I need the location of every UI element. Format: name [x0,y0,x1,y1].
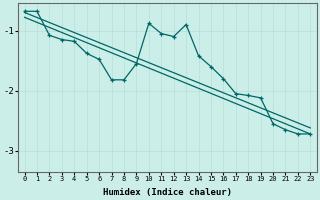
X-axis label: Humidex (Indice chaleur): Humidex (Indice chaleur) [103,188,232,197]
